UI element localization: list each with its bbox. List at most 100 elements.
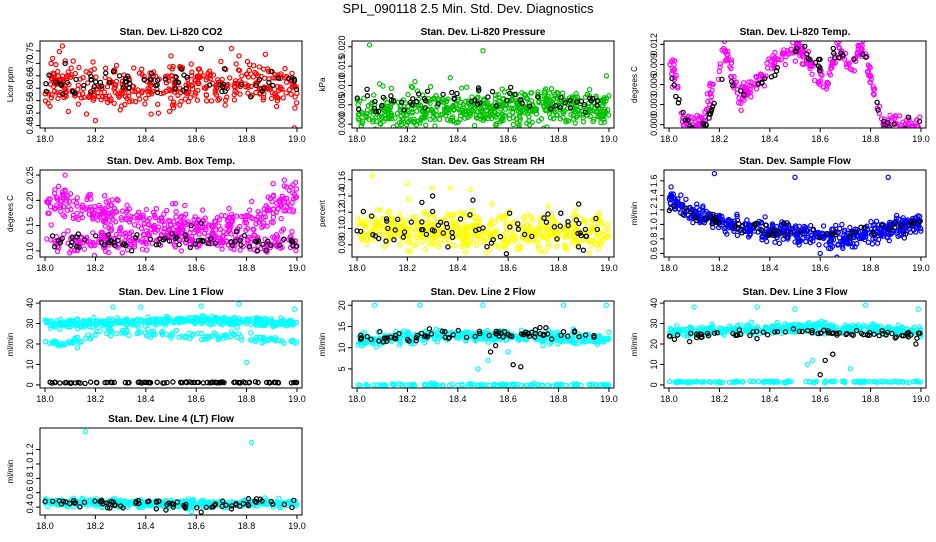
data-point-series-0 <box>555 244 559 248</box>
data-point-series-0 <box>453 243 457 247</box>
y-tick-label: 0.14 <box>337 187 347 205</box>
data-point-series-0 <box>229 46 233 50</box>
data-point-series-1 <box>62 232 66 236</box>
data-point-series-0 <box>712 172 716 176</box>
chart-title: Stan. Dev. Li-820 Temp. <box>740 27 851 38</box>
data-point-series-0 <box>103 194 107 198</box>
data-point-series-0 <box>132 66 136 70</box>
x-tick-label: 18.4 <box>761 263 779 273</box>
data-point-series-0 <box>448 186 452 190</box>
data-point-series-0 <box>270 96 274 100</box>
data-point-series-0 <box>199 304 203 308</box>
data-point-series-0 <box>886 175 890 179</box>
data-point-series-0 <box>813 78 817 82</box>
data-point-series-0 <box>365 242 369 246</box>
data-point-series-1 <box>486 95 490 99</box>
points-layer <box>668 37 922 136</box>
data-point-series-0 <box>413 80 417 84</box>
data-point-series-0 <box>773 50 777 54</box>
data-point-series-0 <box>906 130 910 134</box>
data-point-series-0 <box>248 208 252 212</box>
data-point-series-0 <box>49 223 53 227</box>
x-tick-label: 18.2 <box>711 134 729 144</box>
data-point-series-1 <box>179 249 183 253</box>
data-point-series-1 <box>450 90 454 94</box>
data-point-series-1 <box>577 202 581 206</box>
data-point-series-0 <box>690 129 694 133</box>
data-point-series-0 <box>94 75 98 79</box>
data-point-series-0 <box>431 186 435 190</box>
data-point-series-1 <box>831 46 835 50</box>
data-point-series-0 <box>777 241 781 245</box>
data-point-series-0 <box>717 69 721 73</box>
data-point-series-0 <box>442 238 446 242</box>
data-point-series-1 <box>290 230 294 234</box>
data-point-series-0 <box>476 367 480 371</box>
data-point-series-1 <box>249 331 253 335</box>
data-point-series-0 <box>481 129 485 133</box>
data-point-series-0 <box>293 106 297 110</box>
data-point-series-0 <box>240 74 244 78</box>
data-point-series-0 <box>915 129 919 133</box>
data-point-series-0 <box>460 86 464 90</box>
x-tick-label: 18.6 <box>499 134 517 144</box>
data-point-series-0 <box>66 109 70 113</box>
x-tick-label: 18.2 <box>87 134 105 144</box>
data-point-series-0 <box>49 61 53 65</box>
data-point-series-0 <box>271 182 275 186</box>
data-point-series-0 <box>169 54 173 58</box>
data-point-series-1 <box>431 194 435 198</box>
data-point-series-0 <box>93 118 97 122</box>
x-tick-label: 18.6 <box>811 263 829 273</box>
data-point-series-1 <box>471 198 475 202</box>
y-tick-label: 1.4 <box>649 189 659 202</box>
data-point-series-1 <box>66 229 70 233</box>
data-point-series-0 <box>275 104 279 108</box>
data-point-series-0 <box>294 187 298 191</box>
data-point-series-0 <box>481 303 485 307</box>
data-point-series-0 <box>818 251 822 255</box>
data-point-series-0 <box>125 203 129 207</box>
data-point-series-0 <box>429 85 433 89</box>
data-point-series-0 <box>541 344 545 348</box>
data-point-series-0 <box>574 208 578 212</box>
x-tick-label: 18.6 <box>811 134 829 144</box>
data-point-series-0 <box>810 72 814 76</box>
data-point-series-0 <box>201 208 205 212</box>
data-point-series-0 <box>669 185 673 189</box>
data-point-series-1 <box>409 220 413 224</box>
page-title: SPL_090118 2.5 Min. Std. Dev. Diagnostic… <box>0 1 936 16</box>
x-tick-label: 19.0 <box>288 394 306 404</box>
data-point-series-0 <box>57 50 61 54</box>
data-point-series-2 <box>177 243 181 247</box>
x-tick-label: 18.8 <box>550 263 568 273</box>
data-point-series-0 <box>405 182 409 186</box>
data-point-series-0 <box>884 131 888 135</box>
data-point-series-1 <box>120 251 124 255</box>
data-point-series-0 <box>209 99 213 103</box>
points-layer <box>45 173 299 258</box>
x-tick-label: 18.4 <box>449 263 467 273</box>
y-tick-label: 0.15 <box>25 217 35 235</box>
data-point-series-0 <box>63 173 67 177</box>
data-point-series-0 <box>69 66 73 70</box>
y-axis-label: ml/min <box>318 333 327 357</box>
data-point-series-0 <box>282 178 286 182</box>
data-point-series-1 <box>441 92 445 96</box>
data-point-series-0 <box>108 334 112 338</box>
data-point-series-0 <box>189 62 193 66</box>
data-point-series-0 <box>896 128 900 132</box>
y-tick-label: 0.25 <box>25 166 35 184</box>
x-tick-label: 18.4 <box>761 134 779 144</box>
data-point-series-0 <box>144 96 148 100</box>
x-tick-label: 19.0 <box>912 134 930 144</box>
data-point-series-2 <box>89 380 93 384</box>
data-point-series-0 <box>607 330 611 334</box>
data-point-series-0 <box>105 85 109 89</box>
